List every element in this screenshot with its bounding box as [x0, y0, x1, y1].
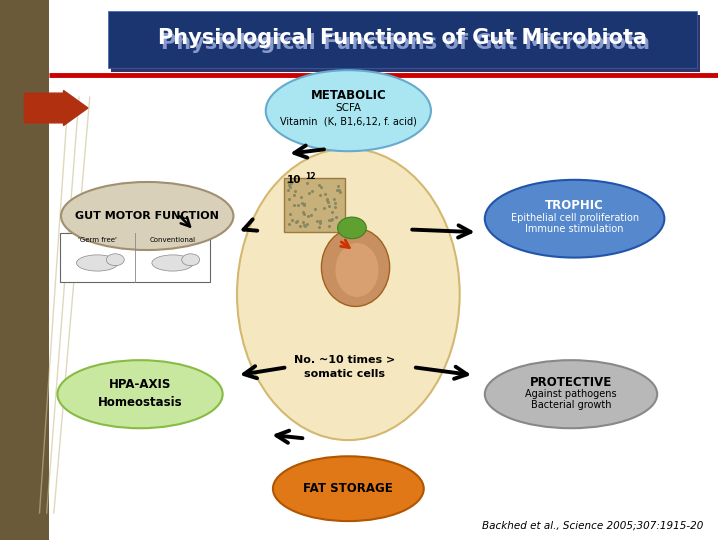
- Ellipse shape: [338, 217, 366, 239]
- Text: Vitamin  (K, B1,6,12, f. acid): Vitamin (K, B1,6,12, f. acid): [280, 117, 417, 126]
- Text: 12: 12: [305, 172, 316, 181]
- Text: Epithelial cell proliferation: Epithelial cell proliferation: [510, 213, 639, 222]
- Text: Homeostasis: Homeostasis: [98, 396, 182, 409]
- Bar: [0, 0, 49, 540]
- Text: PROTECTIVE: PROTECTIVE: [530, 376, 612, 389]
- Ellipse shape: [336, 243, 379, 297]
- Text: TROPHIC: TROPHIC: [545, 199, 604, 212]
- Text: 'Germ free': 'Germ free': [78, 237, 117, 243]
- FancyBboxPatch shape: [112, 15, 701, 72]
- Ellipse shape: [76, 255, 118, 271]
- Ellipse shape: [58, 360, 222, 428]
- Text: Physiological Functions of Gut Microbiota: Physiological Functions of Gut Microbiot…: [161, 33, 650, 53]
- Text: METABOLIC: METABOLIC: [310, 89, 386, 102]
- Ellipse shape: [107, 254, 125, 266]
- Ellipse shape: [152, 255, 194, 271]
- Ellipse shape: [266, 70, 431, 151]
- Ellipse shape: [273, 456, 424, 521]
- Text: Conventional: Conventional: [150, 237, 196, 243]
- Text: SCFA: SCFA: [336, 103, 361, 113]
- Text: Immune stimulation: Immune stimulation: [526, 225, 624, 234]
- Ellipse shape: [61, 182, 233, 250]
- FancyBboxPatch shape: [284, 178, 345, 232]
- Text: GUT MOTOR FUNCTION: GUT MOTOR FUNCTION: [76, 211, 219, 221]
- FancyBboxPatch shape: [60, 233, 210, 282]
- Text: Backhed et al., Science 2005;307:1915-20: Backhed et al., Science 2005;307:1915-20: [482, 520, 704, 530]
- Text: 10: 10: [287, 174, 302, 185]
- Text: FAT STORAGE: FAT STORAGE: [303, 482, 393, 495]
- Ellipse shape: [237, 148, 459, 440]
- Ellipse shape: [485, 360, 657, 428]
- FancyBboxPatch shape: [108, 11, 697, 68]
- Ellipse shape: [485, 180, 665, 258]
- Ellipse shape: [181, 254, 199, 266]
- FancyArrow shape: [24, 90, 88, 125]
- Text: Against pathogens: Against pathogens: [525, 389, 617, 399]
- Text: HPA-AXIS: HPA-AXIS: [109, 378, 171, 391]
- Text: Bacterial growth: Bacterial growth: [531, 400, 611, 410]
- Ellipse shape: [321, 228, 390, 307]
- Text: Physiological Functions of Gut Microbiota: Physiological Functions of Gut Microbiot…: [158, 28, 647, 48]
- Text: No. ~10 times >
somatic cells: No. ~10 times > somatic cells: [294, 355, 395, 379]
